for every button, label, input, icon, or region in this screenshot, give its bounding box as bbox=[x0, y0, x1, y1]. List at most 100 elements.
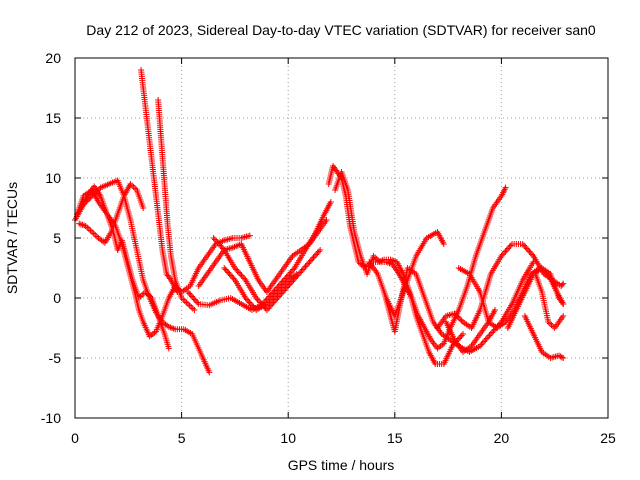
data-point bbox=[492, 307, 499, 313]
data-point bbox=[191, 296, 198, 303]
data-point bbox=[225, 269, 232, 276]
data-point bbox=[522, 244, 529, 250]
data-point bbox=[181, 298, 188, 304]
data-point bbox=[293, 271, 300, 277]
data-point bbox=[502, 184, 509, 191]
series-track-10 bbox=[221, 265, 300, 313]
data-point bbox=[505, 245, 512, 252]
y-tick-label: 5 bbox=[53, 230, 61, 246]
data-point bbox=[206, 369, 213, 376]
data-point bbox=[455, 314, 462, 321]
data-point bbox=[559, 281, 566, 288]
y-tick-label: 0 bbox=[53, 290, 61, 306]
series-track-5 bbox=[138, 67, 181, 295]
data-point bbox=[297, 269, 304, 276]
data-point bbox=[323, 217, 330, 223]
data-point bbox=[191, 307, 198, 313]
data-point bbox=[507, 242, 514, 249]
data-point bbox=[305, 260, 312, 267]
data-point bbox=[234, 268, 241, 274]
series-track-20 bbox=[532, 271, 567, 331]
data-point bbox=[273, 290, 280, 297]
data-point bbox=[313, 251, 320, 258]
data-point bbox=[486, 332, 493, 339]
data-point bbox=[301, 265, 308, 271]
data-point bbox=[311, 253, 318, 259]
x-tick-label: 15 bbox=[387, 430, 403, 446]
data-point bbox=[560, 280, 567, 287]
data-point bbox=[269, 295, 276, 301]
series-track-16 bbox=[442, 307, 499, 355]
data-point bbox=[502, 248, 509, 255]
data-point bbox=[87, 227, 94, 234]
data-point bbox=[315, 248, 322, 255]
series-track-18 bbox=[504, 265, 567, 331]
data-point bbox=[165, 345, 172, 352]
data-point bbox=[307, 257, 314, 264]
y-tick-label: -10 bbox=[41, 410, 61, 426]
data-point bbox=[485, 334, 492, 340]
data-point bbox=[227, 272, 234, 279]
data-point bbox=[278, 290, 285, 297]
data-point bbox=[501, 250, 508, 256]
data-point bbox=[452, 312, 459, 318]
x-tick-label: 10 bbox=[280, 430, 296, 446]
data-point bbox=[85, 226, 92, 232]
data-point bbox=[303, 262, 310, 268]
data-point bbox=[140, 205, 147, 211]
series-track-15 bbox=[434, 241, 567, 331]
series-track-19 bbox=[521, 313, 567, 361]
series-track-4 bbox=[76, 181, 147, 246]
data-point bbox=[188, 293, 195, 300]
y-axis-label: SDTVAR / TECUs bbox=[4, 182, 20, 294]
plot-frame bbox=[74, 57, 609, 419]
data-point bbox=[273, 296, 280, 303]
x-tick-label: 5 bbox=[178, 430, 186, 446]
data-point bbox=[451, 310, 458, 317]
data-point bbox=[560, 313, 567, 319]
data-point bbox=[281, 287, 288, 294]
data-point bbox=[283, 278, 290, 285]
data-point bbox=[246, 299, 253, 306]
data-point bbox=[525, 247, 532, 253]
data-point bbox=[526, 248, 533, 255]
data-point bbox=[229, 274, 236, 280]
data-point bbox=[277, 286, 284, 292]
data-point bbox=[281, 281, 288, 288]
data-point bbox=[375, 257, 382, 264]
data-point bbox=[79, 221, 86, 228]
data-point bbox=[270, 299, 277, 306]
data-point bbox=[479, 340, 486, 346]
data-point bbox=[483, 335, 490, 342]
data-point bbox=[460, 331, 467, 337]
y-tick-label: 15 bbox=[45, 110, 61, 126]
data-point bbox=[186, 290, 193, 297]
data-point bbox=[503, 247, 510, 253]
data-point bbox=[458, 317, 465, 324]
data-point bbox=[223, 268, 230, 274]
data-point bbox=[457, 316, 464, 323]
data-point bbox=[267, 296, 274, 303]
data-point bbox=[277, 292, 284, 298]
y-tick-label: 10 bbox=[45, 170, 61, 186]
data-point bbox=[235, 269, 242, 276]
data-point bbox=[481, 338, 488, 345]
data-point bbox=[90, 230, 97, 237]
grid-layer bbox=[75, 58, 608, 418]
y-tick-label: -5 bbox=[49, 350, 62, 366]
series-track-2 bbox=[74, 187, 253, 340]
data-point bbox=[188, 304, 195, 310]
data-point bbox=[282, 280, 289, 286]
data-point bbox=[310, 254, 317, 261]
data-point bbox=[440, 241, 447, 247]
data-point bbox=[523, 245, 530, 252]
data-point bbox=[287, 280, 294, 286]
data-point bbox=[275, 287, 282, 294]
data-point bbox=[130, 184, 137, 190]
data-point bbox=[221, 265, 228, 271]
data-point bbox=[282, 286, 289, 292]
series-track-14 bbox=[381, 259, 537, 355]
data-point bbox=[288, 268, 295, 274]
x-tick-label: 25 bbox=[600, 430, 616, 446]
